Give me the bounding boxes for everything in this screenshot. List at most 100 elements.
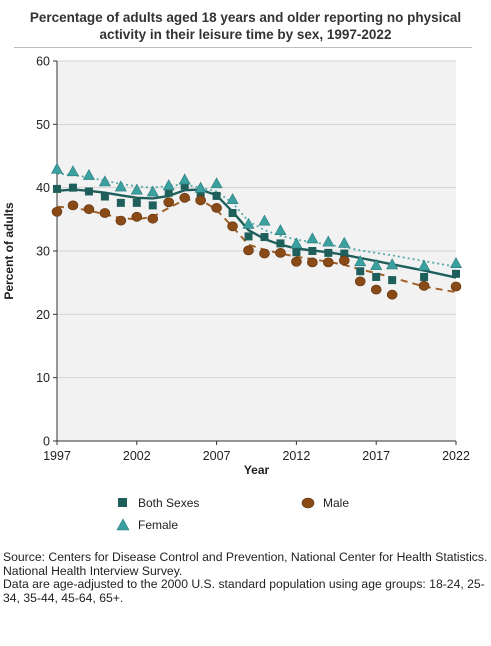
data-point-female bbox=[258, 214, 271, 226]
data-point-both-sexes bbox=[53, 184, 61, 193]
data-point-male bbox=[307, 257, 318, 268]
data-point-male bbox=[211, 203, 222, 213]
data-point-both-sexes bbox=[308, 247, 317, 255]
data-point-male bbox=[83, 204, 95, 215]
data-point-male bbox=[195, 195, 206, 206]
data-point-female bbox=[130, 183, 143, 195]
data-point-male bbox=[338, 255, 350, 266]
data-point-female bbox=[178, 173, 191, 185]
trend-line-female bbox=[56, 172, 457, 268]
x-tick-label: 2022 bbox=[442, 449, 470, 463]
data-point-male bbox=[386, 289, 398, 300]
data-point-both-sexes bbox=[372, 272, 381, 281]
chart-svg: 0 10 20 30 40 50 60 1997 2002 2007 2012 2017 2022 Yea… bbox=[2, 55, 470, 478]
data-point-both-sexes bbox=[324, 248, 333, 257]
data-point-male bbox=[323, 257, 334, 268]
data-point-female bbox=[354, 255, 367, 267]
x-axis-label: Year bbox=[244, 463, 270, 477]
data-point-female bbox=[226, 193, 239, 204]
y-tick-label: 40 bbox=[36, 181, 50, 195]
data-point-female bbox=[338, 236, 351, 248]
data-point-female bbox=[274, 224, 287, 236]
square-marker-icon bbox=[112, 496, 134, 510]
data-point-female bbox=[114, 180, 127, 192]
legend-item-female: Female bbox=[112, 518, 178, 532]
circle-marker-icon bbox=[297, 496, 319, 510]
data-point-female bbox=[322, 235, 335, 247]
x-tick-label: 2002 bbox=[123, 449, 151, 463]
legend-item-male: Male bbox=[297, 496, 349, 510]
x-tick-label: 2007 bbox=[203, 449, 231, 463]
data-point-both-sexes bbox=[100, 192, 109, 201]
data-point-both-sexes bbox=[148, 201, 157, 210]
data-point-female bbox=[242, 217, 255, 229]
data-point-male bbox=[291, 256, 302, 267]
data-point-female bbox=[50, 162, 64, 174]
data-point-male bbox=[147, 213, 159, 224]
legend-label-both-sexes: Both Sexes bbox=[138, 496, 200, 510]
data-point-female bbox=[194, 181, 207, 193]
data-point-female bbox=[449, 257, 463, 268]
data-point-male bbox=[115, 215, 127, 226]
data-point-both-sexes bbox=[260, 233, 269, 242]
age-adjustment-note: Data are age-adjusted to the 2000 U.S. s… bbox=[3, 577, 485, 605]
x-tick-label: 2012 bbox=[282, 449, 310, 463]
data-point-female bbox=[82, 169, 95, 180]
x-tick-label: 2017 bbox=[362, 449, 390, 463]
data-point-female bbox=[98, 175, 111, 187]
data-point-both-sexes bbox=[228, 209, 237, 217]
chart-title: Percentage of adults aged 18 years and o… bbox=[29, 10, 462, 42]
trend-line-both-sexes bbox=[56, 188, 457, 279]
legend-label-female: Female bbox=[138, 518, 179, 532]
data-point-female bbox=[386, 258, 399, 270]
x-tick-label: 1997 bbox=[43, 449, 71, 463]
data-point-female bbox=[162, 179, 175, 191]
data-point-both-sexes bbox=[244, 232, 253, 241]
y-tick-label: 60 bbox=[36, 55, 50, 69]
data-point-male bbox=[450, 281, 462, 292]
triangle-marker-icon bbox=[112, 518, 134, 532]
data-point-both-sexes bbox=[340, 249, 349, 258]
y-tick-label: 20 bbox=[36, 308, 50, 322]
legend-label-male: Male bbox=[323, 496, 350, 510]
data-point-male bbox=[179, 192, 190, 203]
data-point-both-sexes bbox=[68, 183, 77, 192]
source-note: Source: Centers for Disease Control and … bbox=[3, 550, 489, 605]
data-point-male bbox=[131, 211, 143, 222]
data-point-both-sexes bbox=[132, 198, 141, 207]
data-point-both-sexes bbox=[388, 276, 397, 285]
data-point-both-sexes bbox=[276, 239, 285, 248]
y-tick-label: 10 bbox=[36, 371, 50, 385]
y-axis-label: Percent of adults bbox=[2, 202, 16, 300]
data-point-both-sexes bbox=[356, 267, 365, 276]
data-point-female bbox=[66, 165, 79, 177]
y-tick-label: 50 bbox=[36, 118, 50, 132]
data-point-both-sexes bbox=[292, 248, 301, 257]
legend-item-both-sexes: Both Sexes bbox=[112, 496, 199, 510]
data-point-both-sexes bbox=[212, 191, 221, 200]
data-point-male bbox=[163, 197, 175, 208]
title-divider bbox=[14, 47, 472, 48]
data-point-both-sexes bbox=[164, 188, 173, 197]
y-tick-label: 0 bbox=[43, 435, 50, 449]
data-point-male bbox=[51, 206, 63, 217]
data-point-male bbox=[67, 200, 79, 211]
data-point-female bbox=[418, 259, 431, 271]
data-point-male bbox=[99, 208, 111, 218]
data-point-male bbox=[418, 280, 430, 291]
data-point-female bbox=[210, 177, 223, 189]
data-point-male bbox=[354, 276, 366, 287]
data-point-both-sexes bbox=[84, 187, 93, 196]
data-point-male bbox=[227, 221, 238, 232]
data-point-both-sexes bbox=[196, 190, 205, 198]
data-point-female bbox=[306, 232, 319, 244]
data-point-male bbox=[243, 245, 254, 256]
data-point-both-sexes bbox=[452, 269, 460, 278]
data-point-male bbox=[259, 248, 270, 259]
source-citation: Source: Centers for Disease Control and … bbox=[3, 550, 488, 578]
data-point-male bbox=[275, 247, 286, 258]
data-point-male bbox=[370, 284, 382, 295]
data-point-female bbox=[290, 237, 303, 249]
y-tick-label: 30 bbox=[36, 245, 50, 259]
data-point-both-sexes bbox=[420, 272, 429, 281]
